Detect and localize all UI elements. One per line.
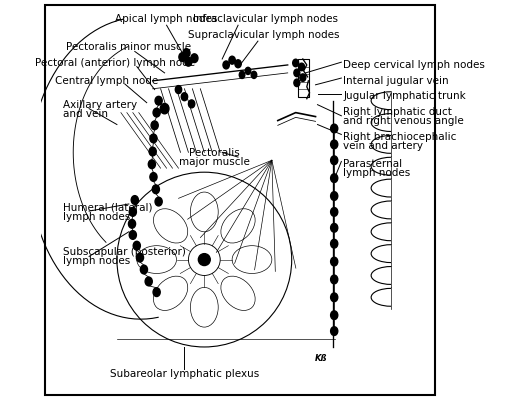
Ellipse shape xyxy=(153,288,160,296)
Ellipse shape xyxy=(184,57,191,66)
Ellipse shape xyxy=(129,208,136,216)
Ellipse shape xyxy=(298,63,304,71)
Text: vein and artery: vein and artery xyxy=(343,141,423,151)
Ellipse shape xyxy=(136,253,143,262)
Ellipse shape xyxy=(145,277,152,286)
Ellipse shape xyxy=(223,61,229,69)
Ellipse shape xyxy=(140,265,147,274)
Ellipse shape xyxy=(293,69,299,77)
Ellipse shape xyxy=(181,93,187,101)
Ellipse shape xyxy=(190,54,197,62)
Text: Kß: Kß xyxy=(315,354,327,363)
Ellipse shape xyxy=(239,71,244,78)
Text: and right venous angle: and right venous angle xyxy=(343,116,463,126)
Ellipse shape xyxy=(250,71,256,78)
Ellipse shape xyxy=(155,197,162,206)
Text: Subscapular (posterior): Subscapular (posterior) xyxy=(63,248,186,258)
Ellipse shape xyxy=(153,108,160,117)
Ellipse shape xyxy=(149,147,156,156)
Ellipse shape xyxy=(330,208,337,216)
Ellipse shape xyxy=(299,74,305,82)
Ellipse shape xyxy=(228,56,235,64)
Text: and vein: and vein xyxy=(63,109,108,119)
Ellipse shape xyxy=(330,327,337,336)
Text: major muscle: major muscle xyxy=(178,157,249,167)
Ellipse shape xyxy=(188,100,194,108)
Ellipse shape xyxy=(175,86,181,94)
Text: lymph nodes: lymph nodes xyxy=(63,212,130,222)
Ellipse shape xyxy=(330,275,337,284)
Text: Pectoral (anterior) lymph node: Pectoral (anterior) lymph node xyxy=(35,58,194,68)
Ellipse shape xyxy=(234,60,241,68)
Text: Apical lymph nodes: Apical lymph nodes xyxy=(115,14,217,24)
Ellipse shape xyxy=(330,192,337,200)
Ellipse shape xyxy=(149,172,157,181)
Text: Deep cervical lymph nodes: Deep cervical lymph nodes xyxy=(343,60,484,70)
Ellipse shape xyxy=(155,96,162,105)
Text: Axillary artery: Axillary artery xyxy=(63,100,137,110)
Ellipse shape xyxy=(152,185,159,194)
Text: Subareolar lymphatic plexus: Subareolar lymphatic plexus xyxy=(110,369,259,379)
Text: Pectoralis: Pectoralis xyxy=(188,148,239,158)
Ellipse shape xyxy=(330,239,337,248)
Circle shape xyxy=(198,254,210,266)
Ellipse shape xyxy=(330,224,337,232)
Ellipse shape xyxy=(182,49,190,57)
Text: lymph nodes: lymph nodes xyxy=(63,256,130,266)
Text: Jugular lymphatic trunk: Jugular lymphatic trunk xyxy=(343,91,465,101)
Ellipse shape xyxy=(128,220,135,228)
Ellipse shape xyxy=(330,311,337,320)
Ellipse shape xyxy=(330,293,337,302)
Ellipse shape xyxy=(330,174,337,182)
Text: Internal jugular vein: Internal jugular vein xyxy=(343,76,448,86)
Ellipse shape xyxy=(148,160,155,169)
Text: Parasternal: Parasternal xyxy=(343,159,401,169)
Ellipse shape xyxy=(149,134,157,143)
Text: Pectoralis minor muscle: Pectoralis minor muscle xyxy=(66,42,191,52)
Ellipse shape xyxy=(293,79,299,86)
Ellipse shape xyxy=(131,196,138,204)
Ellipse shape xyxy=(330,124,337,133)
Ellipse shape xyxy=(292,59,298,67)
Ellipse shape xyxy=(245,67,250,74)
Ellipse shape xyxy=(179,53,186,61)
Text: Right lymphatic duct: Right lymphatic duct xyxy=(343,107,451,117)
Ellipse shape xyxy=(160,104,169,114)
Ellipse shape xyxy=(151,121,158,130)
Text: Humeral (lateral): Humeral (lateral) xyxy=(63,203,153,213)
Ellipse shape xyxy=(330,257,337,266)
Text: Right brachiocephalic: Right brachiocephalic xyxy=(343,132,456,142)
Ellipse shape xyxy=(129,230,136,239)
Text: Infraclavicular lymph nodes: Infraclavicular lymph nodes xyxy=(193,14,338,24)
Text: Supraclavicular lymph nodes: Supraclavicular lymph nodes xyxy=(188,30,339,40)
Text: lymph nodes: lymph nodes xyxy=(343,168,410,178)
Text: Central lymph node: Central lymph node xyxy=(55,76,158,86)
Ellipse shape xyxy=(330,140,337,149)
Ellipse shape xyxy=(133,241,140,250)
Ellipse shape xyxy=(330,156,337,165)
